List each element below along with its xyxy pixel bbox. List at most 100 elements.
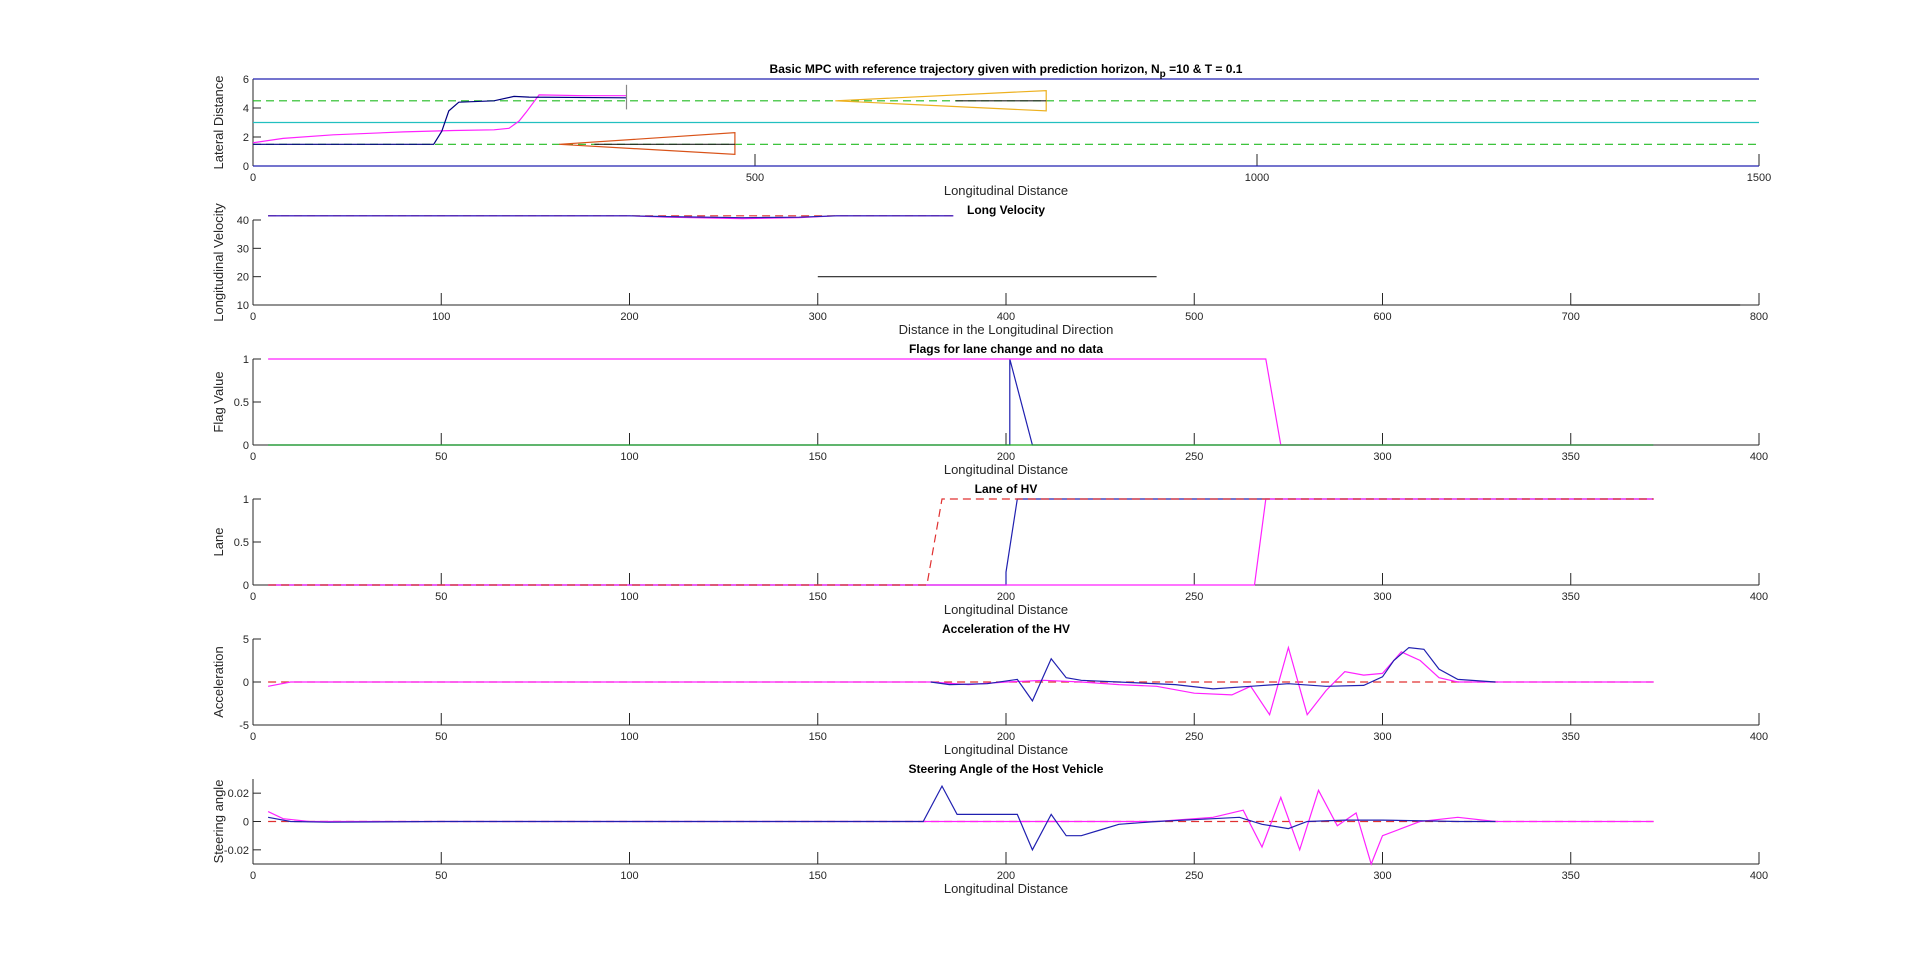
x-tick-label: 50 <box>435 870 447 882</box>
x-tick-label: 350 <box>1562 870 1580 882</box>
y-tick-label: 1 <box>243 494 249 506</box>
chart-velocity: 0 100 200 300 400 500 600 700 800 10 20 30 40 Long Ve… <box>211 203 1768 337</box>
x-axis-label: Distance in the Longitudinal Direction <box>899 322 1114 337</box>
x-tick-label: 200 <box>997 870 1015 882</box>
x-tick-label: 50 <box>435 591 447 603</box>
chart-title: Long Velocity <box>967 203 1045 217</box>
x-tick-label: 100 <box>432 311 450 323</box>
x-tick-label: 700 <box>1562 311 1580 323</box>
series-line <box>253 95 627 145</box>
y-axis-label: Longitudinal Velocity <box>211 203 226 322</box>
x-tick-label: 150 <box>809 451 827 463</box>
series-line <box>268 215 954 219</box>
x-tick-label: 600 <box>1373 311 1391 323</box>
y-tick-label: 0 <box>243 817 249 829</box>
y-tick-label: 0 <box>243 580 249 592</box>
y-axis-label: Flag Value <box>211 371 226 432</box>
x-tick-label: 350 <box>1562 731 1580 743</box>
x-axis-label: Longitudinal Distance <box>944 881 1068 896</box>
x-tick-label: 50 <box>435 731 447 743</box>
chart-steer: 0 50 100 150 200 250 300 350 400-0.0200.02Steeri… <box>211 762 1768 896</box>
series-line <box>268 358 1654 446</box>
y-tick-label: 5 <box>243 634 249 646</box>
x-tick-label: 500 <box>1185 311 1203 323</box>
x-tick-label: 250 <box>1185 451 1203 463</box>
x-tick-label: 150 <box>809 731 827 743</box>
x-tick-label: 150 <box>809 591 827 603</box>
x-tick-label: 100 <box>620 870 638 882</box>
x-tick-label: 0 <box>250 870 256 882</box>
y-tick-label: 6 <box>243 74 249 86</box>
x-tick-label: 0 <box>250 172 256 184</box>
series-line <box>267 788 1654 866</box>
series-line <box>930 646 1496 703</box>
series-line <box>268 498 1654 586</box>
x-tick-label: 250 <box>1185 591 1203 603</box>
y-tick-label: 0 <box>243 161 249 173</box>
chart-lane: 0 50 100 150 200 250 300 350 400 0 0.5 1 Lane of HV L… <box>211 482 1768 617</box>
y-axis-label: Lane <box>211 528 226 557</box>
x-tick-label: 250 <box>1185 731 1203 743</box>
x-tick-label: 400 <box>1750 731 1768 743</box>
x-tick-label: 0 <box>250 311 256 323</box>
x-tick-label: 300 <box>809 311 827 323</box>
x-tick-label: 400 <box>997 311 1015 323</box>
y-tick-label: 1 <box>243 354 249 366</box>
series-line <box>267 645 1654 717</box>
x-axis-label: Longitudinal Distance <box>944 183 1068 198</box>
series-line <box>252 94 627 144</box>
y-tick-label: 20 <box>237 272 249 284</box>
chart-title: Acceleration of the HV <box>942 622 1070 636</box>
x-tick-label: 400 <box>1750 591 1768 603</box>
series-line <box>268 358 1654 446</box>
chart-title: Steering Angle of the Host Vehicle <box>909 762 1104 776</box>
x-axis-label: Longitudinal Distance <box>944 742 1068 757</box>
y-tick-label: 0.5 <box>234 537 249 549</box>
x-tick-label: 400 <box>1750 451 1768 463</box>
chart-title: Flags for lane change and no data <box>909 342 1103 356</box>
chart-title: Basic MPC with reference trajectory give… <box>770 62 1243 80</box>
x-tick-label: 100 <box>620 451 638 463</box>
y-tick-label: 4 <box>243 103 249 115</box>
x-tick-label: 200 <box>997 591 1015 603</box>
x-tick-label: 0 <box>250 731 256 743</box>
x-axis-label: Longitudinal Distance <box>944 602 1068 617</box>
x-tick-label: 200 <box>997 451 1015 463</box>
x-tick-label: 300 <box>1373 591 1391 603</box>
x-tick-label: 350 <box>1562 591 1580 603</box>
y-tick-label: 40 <box>237 215 249 227</box>
x-tick-label: 800 <box>1750 311 1768 323</box>
x-tick-label: 0 <box>250 451 256 463</box>
y-axis-label: Lateral Distance <box>211 76 226 170</box>
series-line <box>268 498 1654 586</box>
x-tick-label: 1500 <box>1747 172 1771 184</box>
y-tick-label: 10 <box>237 300 249 312</box>
y-axis-label: Steering angle <box>211 780 226 864</box>
x-tick-label: 100 <box>620 591 638 603</box>
x-tick-label: 300 <box>1373 731 1391 743</box>
y-tick-label: -5 <box>239 720 249 732</box>
x-tick-label: 500 <box>746 172 764 184</box>
x-tick-label: 100 <box>620 731 638 743</box>
series-line <box>267 784 1496 852</box>
x-tick-label: 150 <box>809 870 827 882</box>
series-line <box>559 132 736 156</box>
y-axis-label: Acceleration <box>211 646 226 718</box>
x-tick-label: 300 <box>1373 451 1391 463</box>
x-tick-label: 400 <box>1750 870 1768 882</box>
chart-lateral: 0 500 1000 1500 0 2 4 6 Basic MPC with reference… <box>211 62 1771 198</box>
chart-title: Lane of HV <box>975 482 1038 496</box>
chart-flags: 0 50 100 150 200 250 300 350 400 0 0.5 1 Flags for l… <box>211 342 1768 477</box>
x-tick-label: 250 <box>1185 870 1203 882</box>
x-tick-label: 50 <box>435 451 447 463</box>
y-tick-label: 30 <box>237 243 249 255</box>
chart-accel: 0 50 100 150 200 250 300 350 400-505Acceleration… <box>211 622 1768 757</box>
x-tick-label: 200 <box>997 731 1015 743</box>
y-tick-label: 0.5 <box>234 397 249 409</box>
x-tick-label: 1000 <box>1245 172 1269 184</box>
x-tick-label: 350 <box>1562 451 1580 463</box>
y-tick-label: -0.02 <box>224 845 249 857</box>
x-tick-label: 200 <box>620 311 638 323</box>
y-tick-label: 0.02 <box>228 788 249 800</box>
